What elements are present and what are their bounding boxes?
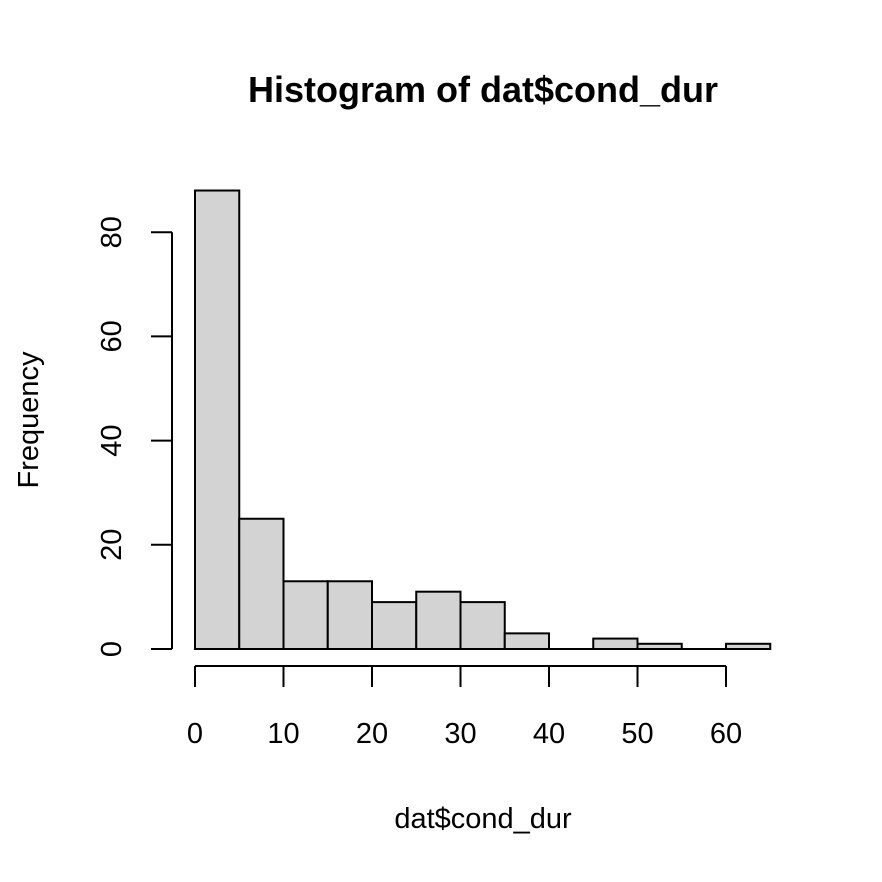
x-tick-label: 0	[187, 718, 203, 750]
y-tick-label: 60	[96, 320, 128, 352]
y-axis-label: Frequency	[13, 351, 45, 489]
y-tick-label: 0	[96, 641, 128, 657]
histogram-bar	[371, 601, 418, 650]
histogram-bar	[282, 580, 329, 651]
histogram-bar	[194, 189, 241, 651]
x-tick-label: 40	[533, 718, 565, 750]
x-tick-label: 10	[267, 718, 299, 750]
x-tick-label: 50	[621, 718, 653, 750]
x-axis-label: dat$cond_dur	[394, 803, 572, 835]
x-axis: 0 10 20 30 40 50 60	[187, 665, 742, 750]
y-axis: 0 20 40 60 80	[96, 216, 173, 657]
histogram-bar	[592, 637, 639, 651]
y-tick-label: 40	[96, 424, 128, 456]
y-tick-label: 20	[96, 529, 128, 561]
x-tick-label: 60	[710, 718, 742, 750]
histogram-bar	[725, 642, 772, 650]
histogram-bar	[326, 580, 373, 651]
histogram-bar	[636, 642, 683, 650]
histogram-bar	[415, 590, 462, 651]
chart-title: Histogram of dat$cond_dur	[248, 69, 718, 110]
x-tick-label: 20	[356, 718, 388, 750]
y-tick-label: 80	[96, 216, 128, 248]
histogram-bar	[238, 517, 285, 650]
bars-group	[194, 189, 772, 651]
histogram-bar	[459, 601, 506, 650]
x-tick-label: 30	[444, 718, 476, 750]
histogram-bar	[503, 632, 550, 650]
